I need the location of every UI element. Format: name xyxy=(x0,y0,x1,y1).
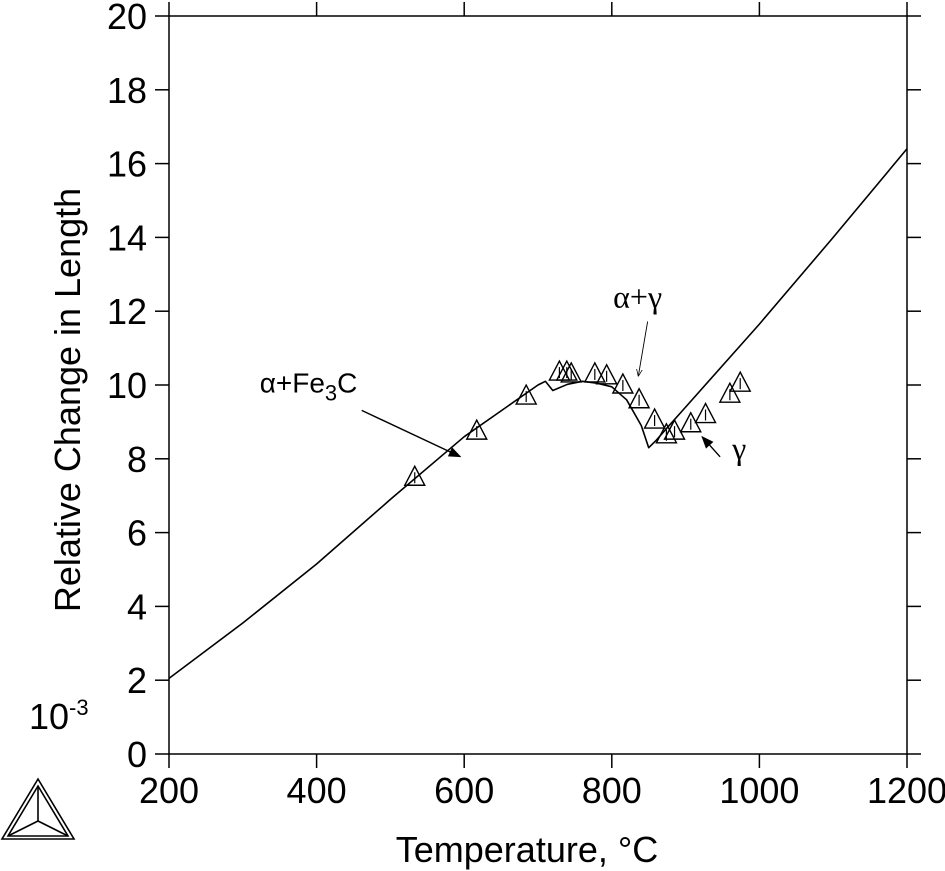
y-tick-label: 10 xyxy=(107,365,147,406)
data-point-triangle xyxy=(655,422,678,444)
y-tick-label: 8 xyxy=(127,439,147,480)
x-tick-label: 600 xyxy=(434,770,494,811)
data-point-triangle xyxy=(729,370,752,392)
data-point-triangle xyxy=(515,383,538,405)
x-tick-label: 1000 xyxy=(719,770,799,811)
series-line-calculated xyxy=(168,148,908,680)
axis-ticks xyxy=(155,2,921,768)
data-point-triangle xyxy=(718,381,742,403)
tick-labels: 200 400 600 800 1000 1200 0 2 4 6 8 10 12 14 16 18 20 xyxy=(107,0,945,811)
y-tick-label: 18 xyxy=(107,70,147,111)
x-axis-title: Temperature, °C xyxy=(396,829,659,870)
y-scale-base: 10 xyxy=(29,696,69,737)
x-tick-label: 200 xyxy=(139,770,199,811)
y-tick-label: 2 xyxy=(127,660,147,701)
y-tick-label: 6 xyxy=(127,513,147,554)
x-tick-label: 800 xyxy=(582,770,642,811)
annotation-alpha-fe3c: α+Fe3C xyxy=(260,367,358,405)
thermo-calc-triangle-logo-icon xyxy=(0,777,76,840)
y-tick-label: 12 xyxy=(107,291,147,332)
annotation-alpha-gamma: α+γ xyxy=(613,279,662,315)
y-axis-title: Relative Change in Length xyxy=(47,188,88,612)
data-point-triangle xyxy=(663,418,686,440)
x-tick-label: 400 xyxy=(287,770,347,811)
y-scale-factor: 10-3 xyxy=(29,695,89,737)
annotations: α+Fe3C α+γ γ xyxy=(260,279,747,466)
x-tick-label: 1200 xyxy=(867,770,945,811)
data-point-triangle xyxy=(465,418,488,440)
data-point-triangle xyxy=(611,372,635,394)
data-point-triangle xyxy=(595,363,618,385)
series-markers-group xyxy=(403,359,752,486)
annotation-arrow xyxy=(638,321,649,376)
y-tick-label: 4 xyxy=(127,586,147,627)
y-tick-label: 14 xyxy=(107,217,147,258)
series-line-group xyxy=(168,148,908,680)
annotation-arrow xyxy=(701,435,721,458)
annotation-gamma: γ xyxy=(731,430,746,466)
data-point-triangle xyxy=(627,387,651,409)
annotation-arrow xyxy=(361,409,462,458)
data-point-triangle xyxy=(560,361,583,383)
data-point-triangle xyxy=(694,402,717,424)
y-tick-label: 20 xyxy=(107,0,147,37)
data-point-triangle xyxy=(403,464,426,486)
y-tick-label: 0 xyxy=(127,734,147,775)
y-scale-exponent: -3 xyxy=(69,695,89,720)
y-tick-label: 16 xyxy=(107,144,147,185)
data-point-triangle xyxy=(643,407,666,429)
data-point-triangle xyxy=(583,361,606,383)
